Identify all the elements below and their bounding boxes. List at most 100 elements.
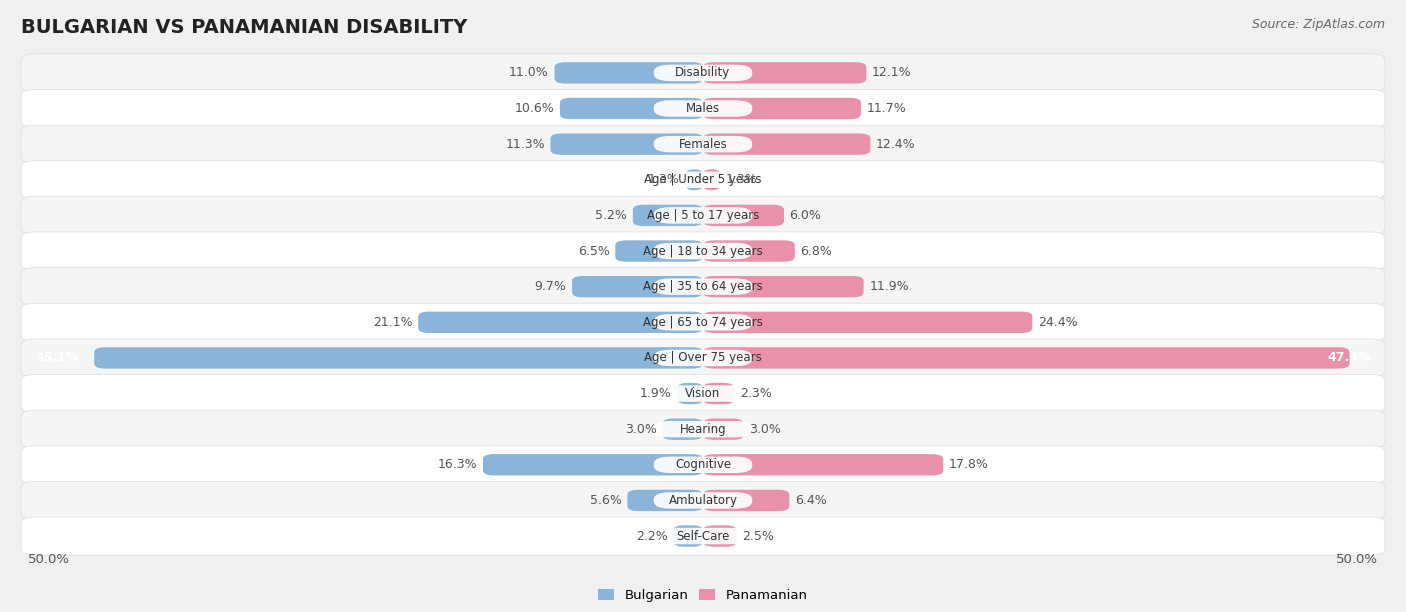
FancyBboxPatch shape [21,339,1385,377]
FancyBboxPatch shape [703,312,1032,333]
FancyBboxPatch shape [654,492,752,509]
Text: Age | 18 to 34 years: Age | 18 to 34 years [643,245,763,258]
Text: 5.6%: 5.6% [591,494,621,507]
FancyBboxPatch shape [703,490,789,511]
FancyBboxPatch shape [572,276,703,297]
FancyBboxPatch shape [21,232,1385,270]
Text: Disability: Disability [675,66,731,80]
FancyBboxPatch shape [21,125,1385,163]
Text: 11.3%: 11.3% [505,138,546,151]
Text: 6.5%: 6.5% [578,245,610,258]
FancyBboxPatch shape [94,347,703,368]
FancyBboxPatch shape [654,207,752,223]
FancyBboxPatch shape [633,204,703,226]
Text: 6.4%: 6.4% [794,494,827,507]
FancyBboxPatch shape [703,169,720,190]
FancyBboxPatch shape [654,421,752,438]
FancyBboxPatch shape [21,375,1385,412]
Text: Age | 5 to 17 years: Age | 5 to 17 years [647,209,759,222]
FancyBboxPatch shape [703,383,734,405]
FancyBboxPatch shape [678,383,703,405]
FancyBboxPatch shape [627,490,703,511]
Text: 47.9%: 47.9% [1327,351,1371,364]
Text: 1.3%: 1.3% [648,173,681,186]
Text: 16.3%: 16.3% [437,458,478,471]
FancyBboxPatch shape [673,525,703,547]
Text: 17.8%: 17.8% [949,458,988,471]
FancyBboxPatch shape [21,89,1385,127]
Text: Females: Females [679,138,727,151]
FancyBboxPatch shape [418,312,703,333]
FancyBboxPatch shape [662,419,703,440]
FancyBboxPatch shape [703,204,785,226]
FancyBboxPatch shape [654,528,752,544]
FancyBboxPatch shape [616,241,703,262]
FancyBboxPatch shape [703,98,860,119]
FancyBboxPatch shape [21,482,1385,520]
FancyBboxPatch shape [21,196,1385,234]
Text: 2.2%: 2.2% [636,529,668,543]
Text: Age | 65 to 74 years: Age | 65 to 74 years [643,316,763,329]
FancyBboxPatch shape [21,267,1385,306]
FancyBboxPatch shape [484,454,703,476]
Text: 21.1%: 21.1% [373,316,412,329]
FancyBboxPatch shape [703,62,866,84]
FancyBboxPatch shape [654,65,752,81]
FancyBboxPatch shape [654,349,752,366]
Text: Age | 35 to 64 years: Age | 35 to 64 years [643,280,763,293]
Legend: Bulgarian, Panamanian: Bulgarian, Panamanian [599,589,807,602]
FancyBboxPatch shape [21,410,1385,448]
Text: 50.0%: 50.0% [28,553,70,567]
Text: 11.9%: 11.9% [869,280,908,293]
Text: 11.0%: 11.0% [509,66,548,80]
Text: 12.4%: 12.4% [876,138,915,151]
Text: 2.3%: 2.3% [740,387,772,400]
Text: 6.0%: 6.0% [790,209,821,222]
Text: 11.7%: 11.7% [866,102,907,115]
Text: 3.0%: 3.0% [626,423,657,436]
FancyBboxPatch shape [21,517,1385,555]
FancyBboxPatch shape [554,62,703,84]
Text: BULGARIAN VS PANAMANIAN DISABILITY: BULGARIAN VS PANAMANIAN DISABILITY [21,18,467,37]
Text: 9.7%: 9.7% [534,280,567,293]
FancyBboxPatch shape [703,241,794,262]
FancyBboxPatch shape [654,243,752,259]
FancyBboxPatch shape [703,525,737,547]
Text: Cognitive: Cognitive [675,458,731,471]
Text: Hearing: Hearing [679,423,727,436]
Text: 10.6%: 10.6% [515,102,554,115]
FancyBboxPatch shape [654,386,752,402]
FancyBboxPatch shape [703,454,943,476]
Text: 2.5%: 2.5% [742,529,775,543]
Text: 45.1%: 45.1% [35,351,79,364]
Text: Ambulatory: Ambulatory [668,494,738,507]
Text: 6.8%: 6.8% [800,245,832,258]
Text: Age | Over 75 years: Age | Over 75 years [644,351,762,364]
FancyBboxPatch shape [21,446,1385,484]
Text: 50.0%: 50.0% [1336,553,1378,567]
FancyBboxPatch shape [654,100,752,117]
FancyBboxPatch shape [21,54,1385,92]
FancyBboxPatch shape [654,278,752,295]
Text: Males: Males [686,102,720,115]
FancyBboxPatch shape [654,136,752,152]
Text: Source: ZipAtlas.com: Source: ZipAtlas.com [1251,18,1385,31]
Text: Age | Under 5 years: Age | Under 5 years [644,173,762,186]
FancyBboxPatch shape [21,161,1385,199]
Text: 1.3%: 1.3% [725,173,758,186]
FancyBboxPatch shape [703,133,870,155]
FancyBboxPatch shape [551,133,703,155]
FancyBboxPatch shape [654,457,752,473]
FancyBboxPatch shape [654,314,752,330]
FancyBboxPatch shape [654,171,752,188]
FancyBboxPatch shape [560,98,703,119]
Text: Self-Care: Self-Care [676,529,730,543]
Text: 12.1%: 12.1% [872,66,911,80]
Text: 3.0%: 3.0% [749,423,780,436]
Text: 24.4%: 24.4% [1038,316,1077,329]
Text: 5.2%: 5.2% [595,209,627,222]
Text: Vision: Vision [685,387,721,400]
FancyBboxPatch shape [703,276,863,297]
FancyBboxPatch shape [703,419,744,440]
FancyBboxPatch shape [21,304,1385,341]
